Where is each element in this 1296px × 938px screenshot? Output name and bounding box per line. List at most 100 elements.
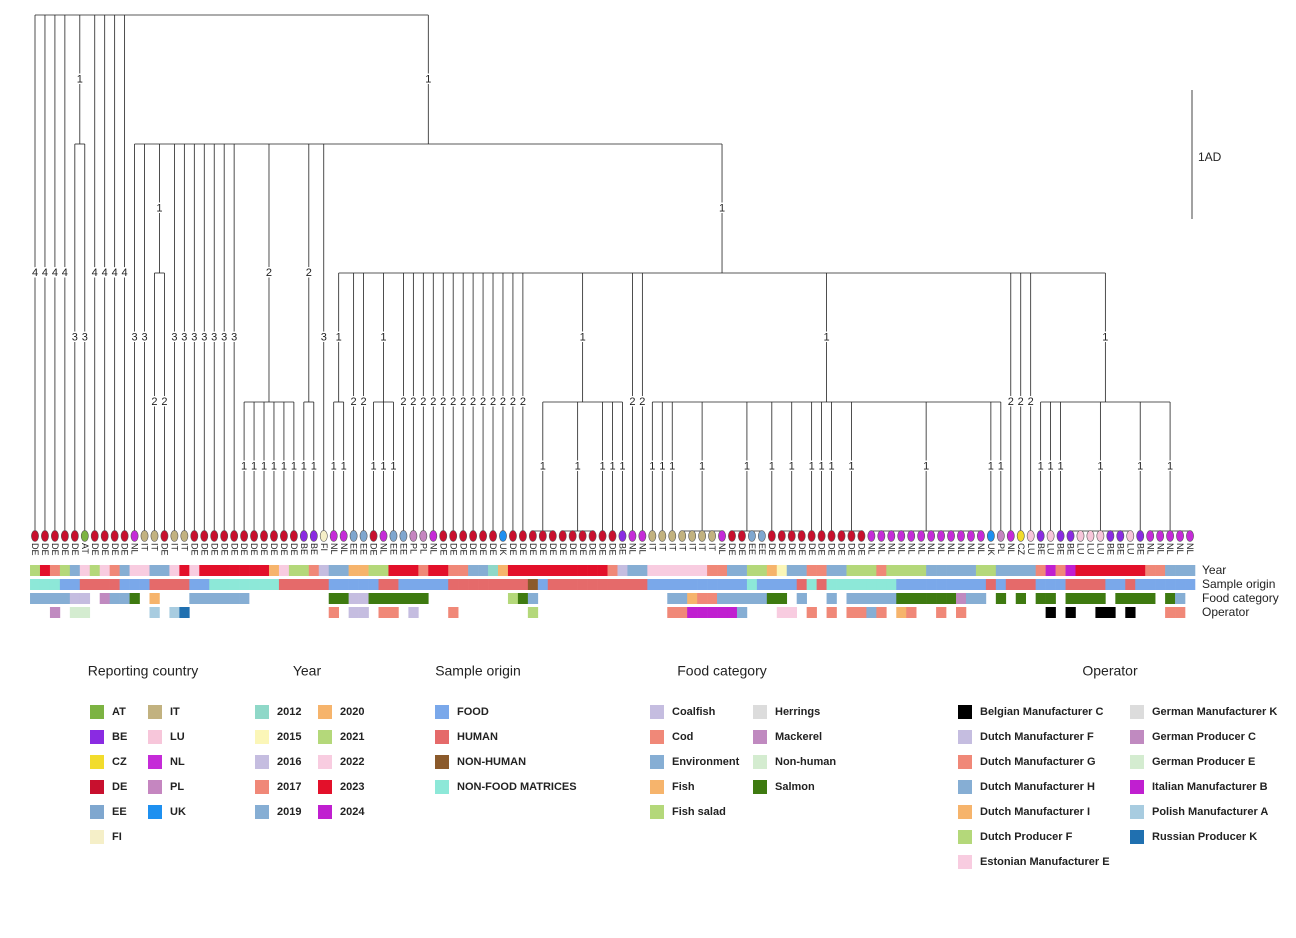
leaf-node [1066,530,1075,542]
strip-cell [846,607,857,618]
strip-cell [1165,607,1176,618]
strip-cell [378,565,389,576]
strip-cell [577,565,588,576]
leaf-node [469,530,478,542]
branch-label: 4 [112,267,118,279]
strip-cell [89,579,101,590]
leaf-node [1106,530,1115,542]
legend-swatch [318,780,332,794]
strip-cell [1085,565,1096,576]
strip-cell [79,565,91,576]
strip-cell [995,593,1007,604]
strip-cell [408,593,419,604]
branch-label: 1 [336,331,342,343]
legend-label: NON-HUMAN [457,756,526,768]
branch-label: 1 [659,460,665,472]
leaf-label: DE [468,543,478,556]
strip-cell [1045,593,1056,604]
branch-label: 1 [380,331,386,343]
strip-cell [298,579,310,590]
strip-cell [378,607,389,618]
leaf-node [130,530,139,542]
strip-cell [448,565,459,576]
leaf-node [757,530,766,542]
leaf-label: DE [817,543,827,556]
strip-cell [697,565,708,576]
strip-cell [637,579,648,590]
strip-cell [219,593,230,604]
strip-cell [1045,565,1056,576]
leaf-label: LU [1125,543,1135,555]
leaf-label: FI [319,543,329,551]
strip-cell [1185,565,1196,576]
strip-cell [398,565,409,576]
leaf-label: NL [1165,543,1175,555]
branch-label: 1 [341,460,347,472]
legend-swatch [90,755,104,769]
leaf-label: NL [1006,543,1016,555]
strip-cell [1165,593,1176,604]
leaf-node [299,530,308,542]
leaf-label: BE [1105,543,1115,555]
strip-cell [119,565,130,576]
branch-label: 2 [450,396,456,408]
leaf-label: DE [369,543,379,556]
strip-cell [1105,579,1116,590]
strip-cell [746,593,758,604]
branch-label: 1 [988,460,994,472]
branch-label: 1 [719,202,725,214]
strip-cell [1125,565,1136,576]
strip-cell [766,593,778,604]
strip-cell [109,565,120,576]
strip-cell [497,579,509,590]
leaf-node [1026,530,1035,542]
legend-label: NON-FOOD MATRICES [457,781,577,793]
strip-cell [438,565,449,576]
leaf-node [1156,530,1165,542]
strip-cell [965,565,977,576]
strip-cell [298,565,310,576]
leaf-node [41,530,49,542]
leaf-node [857,530,866,542]
strip-cell [985,565,997,576]
branch-label: 3 [231,331,237,343]
strip-cell [746,565,758,576]
legend-swatch [1130,830,1144,844]
strip-cell [806,565,817,576]
leaf-label: BE [1115,543,1125,555]
leaf-node [1096,530,1105,542]
strip-cell [1035,579,1046,590]
leaf-node [837,530,846,542]
leaf-label: EE [399,543,409,555]
legend-swatch [255,805,269,819]
strip-cell [139,565,150,576]
branch-label: 1 [1137,460,1143,472]
strip-cell [1125,607,1136,618]
leaf-label: NL [916,543,926,555]
strip-cell [677,607,688,618]
leaf-label: EE [349,543,359,555]
strip-cell [956,579,967,590]
leaf-node [967,530,975,542]
leaf-node [100,530,109,542]
leaf-label: AT [80,543,90,554]
branch-label: 1 [1048,460,1054,472]
leaf-node [180,530,189,542]
leaf-label: DE [160,543,170,556]
strip-cell [916,593,927,604]
leaf-label: PL [418,543,428,554]
strip-cell [199,579,210,590]
branch-label: 3 [171,331,177,343]
leaf-node [847,530,856,542]
strip-cell [527,579,539,590]
leaf-node [588,530,597,542]
strip-cell [39,579,51,590]
strip-cell [428,579,439,590]
leaf-label: EE [359,543,369,555]
legend-swatch [148,730,162,744]
legend-swatch [90,780,104,794]
leaf-node [797,530,806,542]
strip-cell [1095,593,1106,604]
leaf-label: IT [697,543,707,552]
leaf-node [140,530,149,542]
